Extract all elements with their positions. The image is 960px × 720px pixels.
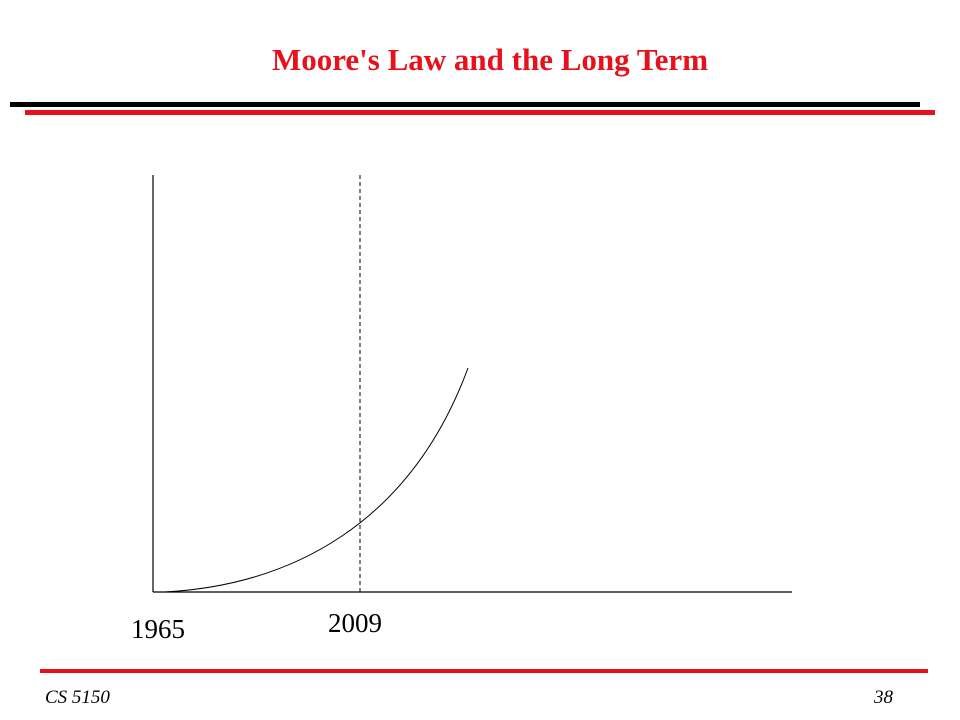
growth-curve bbox=[164, 367, 469, 593]
slide-title: Moore's Law and the Long Term bbox=[272, 42, 708, 77]
footer-course: CS 5150 bbox=[45, 687, 110, 708]
page-number: 38 bbox=[873, 687, 894, 708]
axis-label: 2009 bbox=[328, 608, 382, 638]
axis-label: 1965 bbox=[131, 614, 185, 644]
title-rule-red bbox=[25, 110, 935, 115]
footer-rule bbox=[40, 669, 928, 673]
title-rule-black bbox=[10, 102, 920, 107]
